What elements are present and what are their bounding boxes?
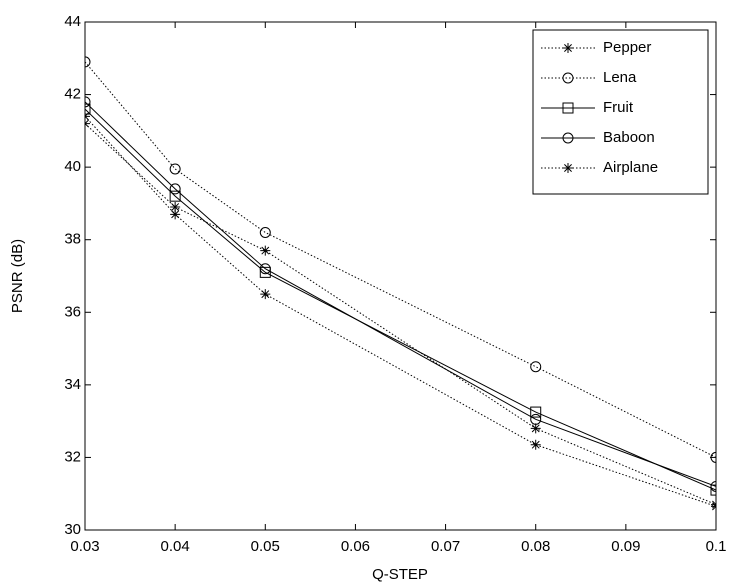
marker [260,246,270,256]
y-tick-label: 40 [64,158,81,175]
y-axis-label: PSNR (dB) [9,239,26,313]
y-tick-label: 36 [64,303,81,320]
legend-label: Lena [603,69,637,86]
x-tick-label: 0.06 [341,538,370,555]
marker [260,289,270,299]
y-tick-label: 42 [64,86,81,103]
marker [170,209,180,219]
y-tick-label: 32 [64,448,81,465]
marker [80,111,90,121]
x-tick-label: 0.05 [251,538,280,555]
legend-label: Airplane [603,159,658,176]
legend-label: Fruit [603,99,634,116]
x-tick-label: 0.07 [431,538,460,555]
marker [563,163,573,173]
chart: Q-STEP PSNR (dB) 30 32 34 36 38 40 42 44 0.03 0.0… [0,0,732,585]
y-tick-label: 34 [64,376,81,393]
x-tick-label: 0.09 [611,538,640,555]
y-tick-label: 44 [64,13,81,30]
marker [531,423,541,433]
x-tick-label: 0.04 [161,538,190,555]
y-tick-label: 38 [64,231,81,248]
marker [531,440,541,450]
legend-label: Pepper [603,39,651,56]
marker [711,501,721,511]
y-tick-label: 30 [64,521,81,538]
x-tick-label: 0.1 [706,538,727,555]
legend-label: Baboon [603,129,655,146]
x-axis-label: Q-STEP [372,566,428,583]
marker [563,43,573,53]
x-tick-label: 0.03 [70,538,99,555]
x-tick-label: 0.08 [521,538,550,555]
